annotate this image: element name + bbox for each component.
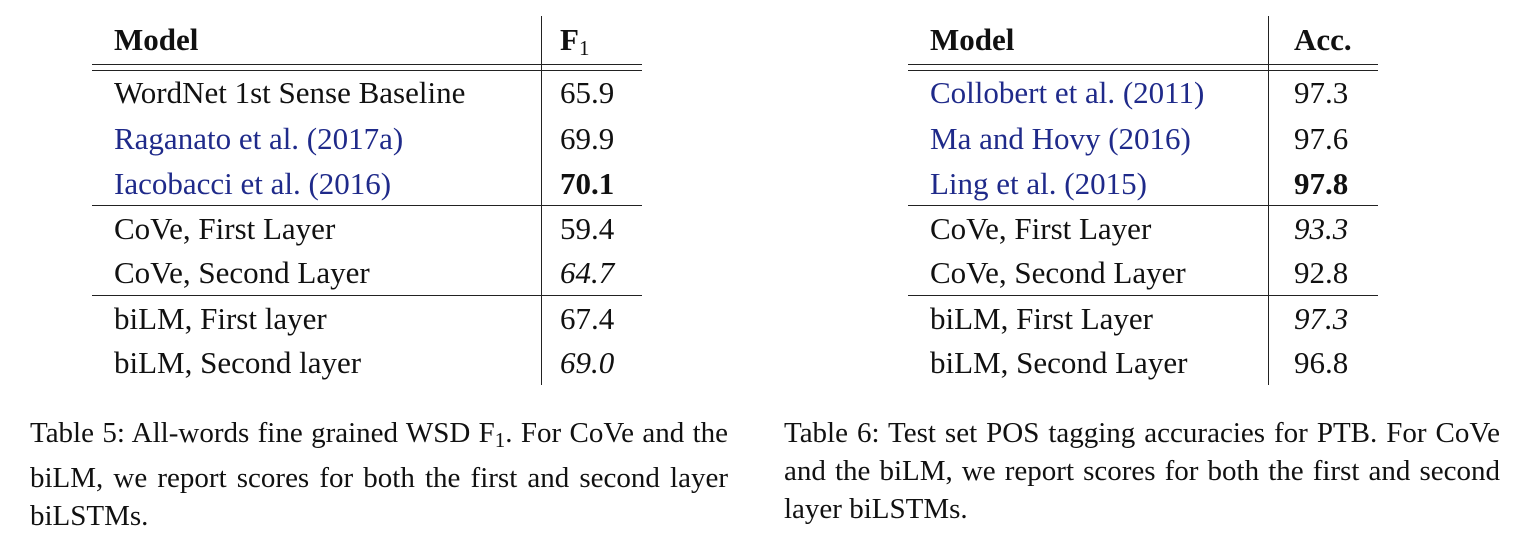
table-row: biLM, First Layer 97.3: [908, 296, 1378, 342]
group-rule: [908, 205, 1378, 206]
row-value-best: 70.1: [560, 166, 615, 201]
row-model: CoVe, First Layer: [930, 211, 1152, 246]
double-rule-top: [908, 64, 1378, 65]
row-model-citation[interactable]: Ma and Hovy (2016): [930, 121, 1191, 156]
table-row: CoVe, Second Layer 92.8: [908, 250, 1378, 296]
caption-text: All-words fine grained WSD F: [124, 417, 495, 449]
table-row: biLM, First layer 67.4: [92, 296, 642, 342]
row-value: 97.6: [1294, 121, 1349, 156]
row-value: 96.8: [1294, 345, 1349, 380]
table-row: biLM, Second Layer 96.8: [908, 340, 1378, 386]
caption-text: . For CoVe and the biLM, we report score…: [30, 417, 729, 532]
row-model: biLM, Second layer: [114, 345, 362, 380]
column-divider: [541, 16, 542, 385]
caption-label: Table 6:: [784, 417, 880, 449]
row-value: 67.4: [560, 301, 615, 336]
header-metric: F1: [560, 22, 590, 60]
table-row: CoVe, First Layer 93.3: [908, 206, 1378, 252]
row-model: biLM, First Layer: [930, 301, 1153, 336]
double-rule-bottom: [92, 70, 642, 71]
table-row: Iacobacci et al. (2016) 70.1: [92, 161, 642, 207]
row-value: 97.3: [1294, 75, 1349, 110]
row-model: CoVe, Second Layer: [930, 255, 1186, 290]
table-5-caption: Table 5: All-words fine grained WSD F1. …: [30, 414, 728, 535]
group-rule: [92, 205, 642, 206]
row-model-citation[interactable]: Collobert et al. (2011): [930, 75, 1205, 110]
row-model: CoVe, Second Layer: [114, 255, 370, 290]
header-model: Model: [114, 22, 199, 57]
row-value-italic: 97.3: [1294, 301, 1349, 336]
row-model-citation[interactable]: Iacobacci et al. (2016): [114, 166, 392, 201]
table-row: Raganato et al. (2017a) 69.9: [92, 116, 642, 162]
table-row: Ma and Hovy (2016) 97.6: [908, 116, 1378, 162]
row-model-citation[interactable]: Ling et al. (2015): [930, 166, 1147, 201]
double-rule-bottom: [908, 70, 1378, 71]
group-rule: [92, 295, 642, 296]
row-model: WordNet 1st Sense Baseline: [114, 75, 466, 110]
row-value: 69.9: [560, 121, 615, 156]
table-row: CoVe, Second Layer 64.7: [92, 250, 642, 296]
table-row: WordNet 1st Sense Baseline 65.9: [92, 70, 642, 116]
table-row: CoVe, First Layer 59.4: [92, 206, 642, 252]
group-rule: [908, 295, 1378, 296]
table-row: biLM, Second layer 69.0: [92, 340, 642, 386]
row-value-italic: 93.3: [1294, 211, 1349, 246]
row-value-italic: 69.0: [560, 345, 615, 380]
row-model: CoVe, First Layer: [114, 211, 336, 246]
caption-text: Test set POS tagging accuracies for PTB.…: [784, 417, 1500, 525]
row-value: 65.9: [560, 75, 615, 110]
header-model: Model: [930, 22, 1015, 57]
row-model: biLM, First layer: [114, 301, 327, 336]
row-value-italic: 64.7: [560, 255, 615, 290]
double-rule-top: [92, 64, 642, 65]
table-header-row: Model F1: [92, 17, 642, 63]
row-value-best: 97.8: [1294, 166, 1349, 201]
row-value: 92.8: [1294, 255, 1349, 290]
header-metric: Acc.: [1294, 22, 1352, 57]
table-header-row: Model Acc.: [908, 17, 1378, 63]
table-row: Ling et al. (2015) 97.8: [908, 161, 1378, 207]
column-divider: [1268, 16, 1269, 385]
table-6-caption: Table 6: Test set POS tagging accuracies…: [784, 414, 1500, 528]
row-model-citation[interactable]: Raganato et al. (2017a): [114, 121, 404, 156]
row-model: biLM, Second Layer: [930, 345, 1188, 380]
caption-label: Table 5:: [30, 417, 125, 449]
row-value: 59.4: [560, 211, 615, 246]
caption-subscript: 1: [494, 428, 506, 452]
table-row: Collobert et al. (2011) 97.3: [908, 70, 1378, 116]
